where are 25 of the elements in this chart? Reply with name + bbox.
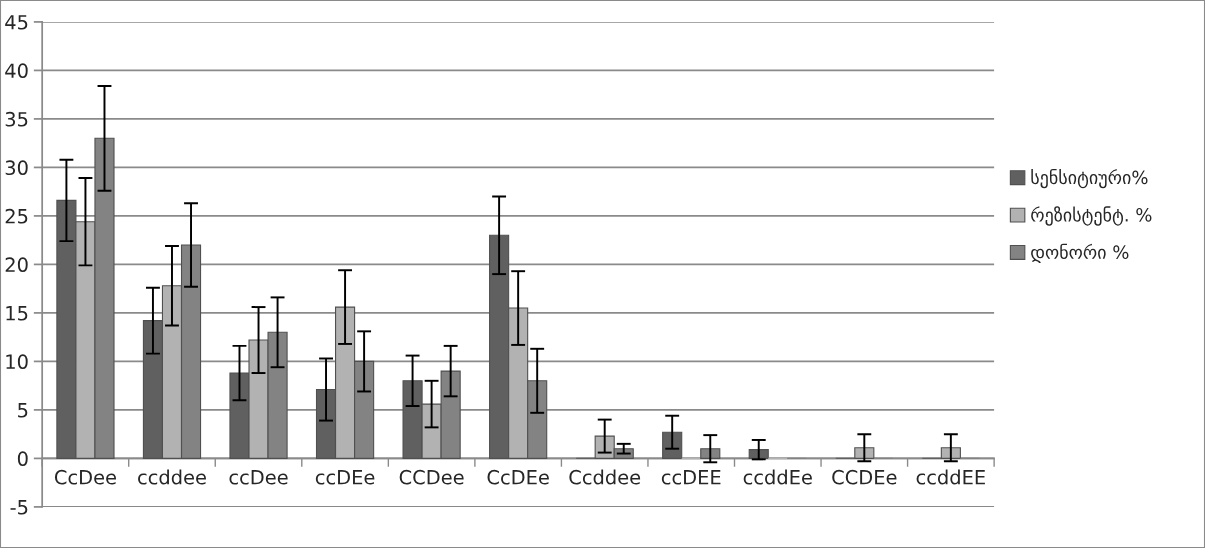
y-tick-label: 30: [5, 160, 28, 176]
x-tick-label: CCDee: [399, 469, 464, 485]
x-tick-label: CcDee: [54, 469, 116, 485]
x-tick-label: ccddEE: [916, 469, 985, 485]
x-tick-label: ccDee: [229, 470, 288, 485]
legend-label: დონორი %: [1031, 243, 1129, 263]
y-tick-label: 5: [18, 403, 28, 418]
y-tick-label: 20: [5, 257, 28, 273]
x-tick-label: ccddee: [138, 469, 206, 485]
x-tick-label: ccDEe: [315, 470, 375, 485]
y-tick-label: 45: [5, 15, 28, 30]
y-tick-label: 15: [6, 306, 28, 321]
x-tick-label: ccddEe: [743, 469, 812, 485]
y-tick-label: 25: [5, 208, 28, 224]
y-tick-label: 0: [17, 451, 28, 467]
legend-label: რეზისტენტ. %: [1031, 206, 1152, 226]
y-tick-label: 40: [5, 63, 28, 79]
y-tick-label: 35: [5, 111, 28, 127]
legend-label: სენსიტიური%: [1031, 168, 1148, 189]
x-tick-label: CcDEe: [487, 469, 549, 485]
x-tick-label: ccDEE: [661, 470, 721, 485]
y-tick-label: 10: [6, 354, 28, 370]
x-tick-label: CCDEe: [832, 469, 897, 485]
x-tick-label: Ccddee: [569, 469, 641, 485]
y-tick-label: -5: [10, 500, 28, 515]
